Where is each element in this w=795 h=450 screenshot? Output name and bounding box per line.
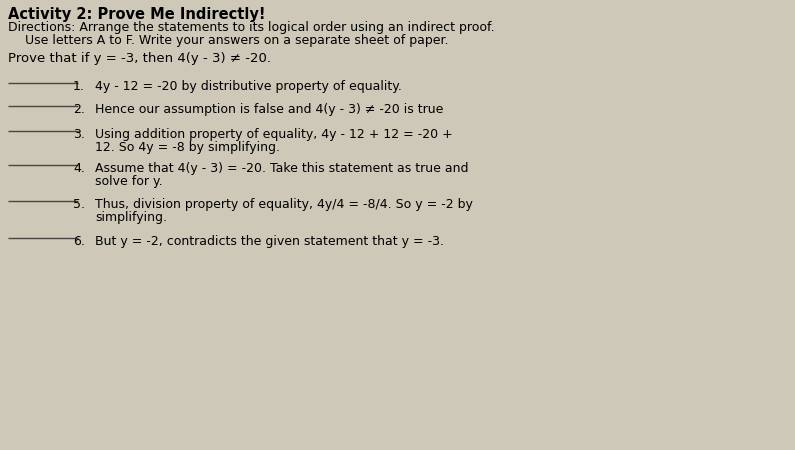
Text: 1.: 1. — [73, 80, 85, 93]
Text: Activity 2: Prove Me Indirectly!: Activity 2: Prove Me Indirectly! — [8, 7, 266, 22]
Text: But y = -2, contradicts the given statement that y = -3.: But y = -2, contradicts the given statem… — [95, 235, 444, 248]
Text: 12. So 4y = -8 by simplifying.: 12. So 4y = -8 by simplifying. — [95, 141, 280, 154]
Text: Prove that if y = -3, then 4(y - 3) ≠ -20.: Prove that if y = -3, then 4(y - 3) ≠ -2… — [8, 52, 271, 65]
Text: 4y - 12 = -20 by distributive property of equality.: 4y - 12 = -20 by distributive property o… — [95, 80, 402, 93]
Text: 5.: 5. — [73, 198, 85, 211]
Text: Directions: Arrange the statements to its logical order using an indirect proof.: Directions: Arrange the statements to it… — [8, 21, 494, 34]
Text: Hence our assumption is false and 4(y - 3) ≠ -20 is true: Hence our assumption is false and 4(y - … — [95, 103, 444, 116]
Text: Use letters A to F. Write your answers on a separate sheet of paper.: Use letters A to F. Write your answers o… — [25, 34, 448, 47]
Text: Using addition property of equality, 4y - 12 + 12 = -20 +: Using addition property of equality, 4y … — [95, 128, 452, 141]
Text: solve for y.: solve for y. — [95, 175, 163, 188]
Text: 6.: 6. — [73, 235, 85, 248]
Text: Assume that 4(y - 3) = -20. Take this statement as true and: Assume that 4(y - 3) = -20. Take this st… — [95, 162, 468, 175]
Text: Thus, division property of equality, 4y/4 = -8/4. So y = -2 by: Thus, division property of equality, 4y/… — [95, 198, 473, 211]
Text: 2.: 2. — [73, 103, 85, 116]
Text: simplifying.: simplifying. — [95, 211, 167, 224]
Text: 4.: 4. — [73, 162, 85, 175]
Text: 3.: 3. — [73, 128, 85, 141]
